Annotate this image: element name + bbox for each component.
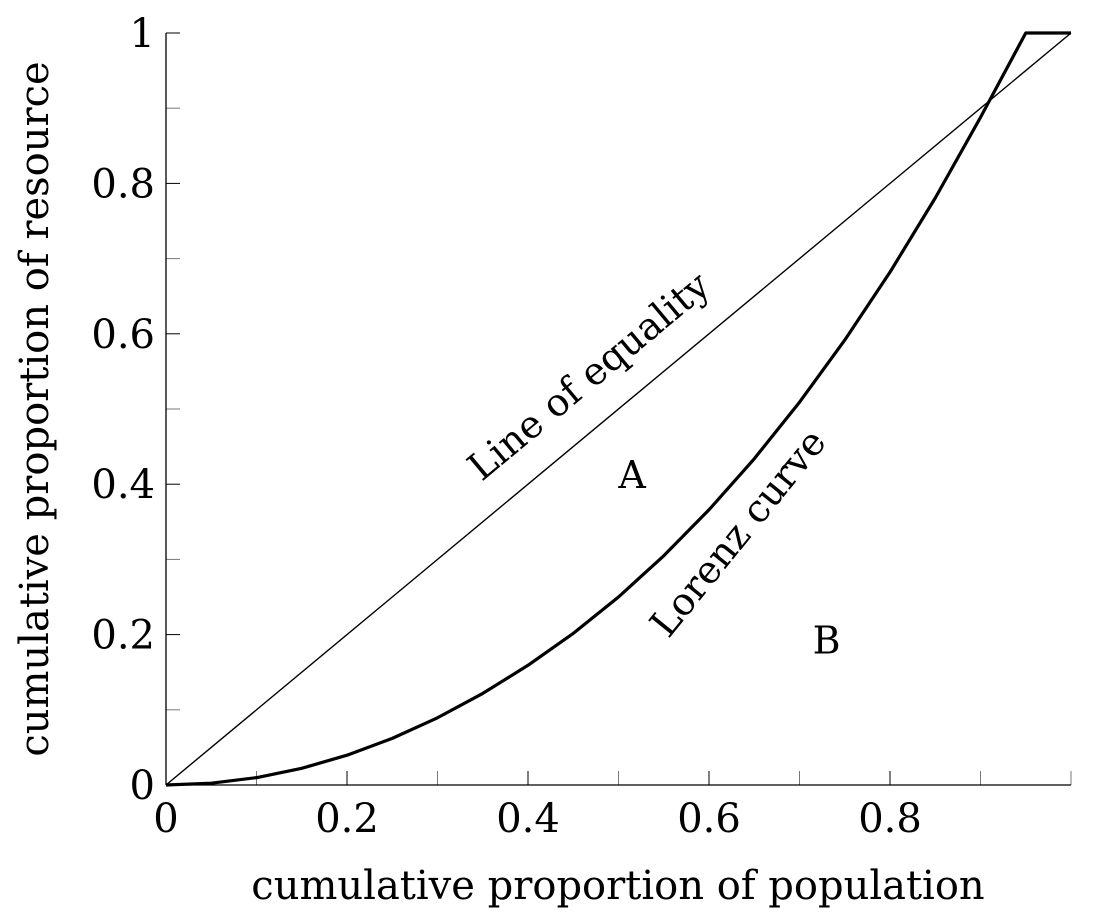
- x-tick-label-3: 0.6: [677, 796, 741, 842]
- y-tick-label-0: 0: [130, 763, 155, 809]
- series-label-equality: Line of equality: [459, 263, 718, 489]
- tick-labels: 0 0.2 0.4 0.6 0.8 0 0.2 0.4 0.6 0.8 1: [91, 11, 921, 842]
- axes: [165, 33, 1071, 786]
- x-tick-label-0: 0: [153, 796, 178, 842]
- y-tick-label-4: 0.8: [91, 161, 155, 207]
- x-tick-label-1: 0.2: [315, 796, 379, 842]
- y-tick-label-3: 0.6: [91, 312, 155, 358]
- region-label-b: B: [813, 618, 841, 662]
- series-label-lorenz: Lorenz curve: [641, 421, 835, 645]
- x-tick-label-2: 0.4: [496, 796, 560, 842]
- lorenz-curve: [165, 31, 1071, 787]
- series-layer: [165, 31, 1072, 787]
- y-tick-label-1: 0.2: [91, 613, 155, 659]
- y-axis-label: cumulative proportion of resource: [12, 61, 58, 756]
- y-tick-label-5: 1: [130, 11, 155, 57]
- y-tick-label-2: 0.4: [91, 462, 155, 508]
- line-of-equality: [165, 32, 1072, 786]
- x-axis-label: cumulative proportion of population: [251, 863, 984, 909]
- x-tick-label-4: 0.8: [858, 796, 922, 842]
- region-label-a: A: [617, 453, 646, 497]
